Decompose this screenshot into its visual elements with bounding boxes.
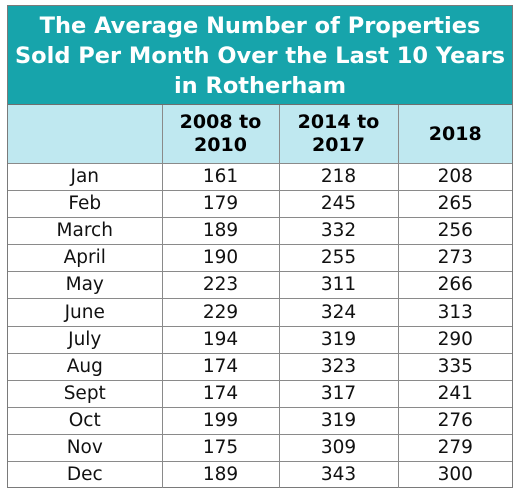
- value-cell: 313: [397, 298, 512, 327]
- value-cell: 223: [161, 271, 280, 300]
- data-table: 2008 to 2010 2014 to 2017 2018 Jan 161 218…: [8, 105, 512, 489]
- value-cell: 265: [397, 190, 512, 219]
- table-row: Nov 175 309 279: [8, 433, 512, 463]
- table-row: July 194 319 290: [8, 325, 512, 354]
- table-body: Jan 161 218 208 Feb 179 245 265 March 189 332 256 Ap…: [8, 162, 512, 489]
- month-cell: Nov: [8, 433, 163, 463]
- value-cell: 194: [161, 325, 280, 354]
- value-cell: 229: [161, 298, 280, 327]
- value-cell: 343: [278, 461, 399, 489]
- value-cell: 189: [161, 461, 280, 489]
- value-cell: 189: [161, 217, 280, 246]
- month-cell: May: [8, 271, 163, 300]
- value-cell: 300: [397, 461, 512, 489]
- value-cell: 179: [161, 190, 280, 219]
- month-cell: July: [8, 325, 163, 354]
- value-cell: 324: [278, 298, 399, 327]
- table-row: Aug 174 323 335: [8, 352, 512, 381]
- month-cell: Sept: [8, 379, 163, 408]
- value-cell: 323: [278, 352, 399, 381]
- value-cell: 319: [278, 406, 399, 435]
- value-cell: 309: [278, 433, 399, 463]
- value-cell: 175: [161, 433, 280, 463]
- value-cell: 241: [397, 379, 512, 408]
- month-cell: Oct: [8, 406, 163, 435]
- table-row: Feb 179 245 265: [8, 190, 512, 219]
- value-cell: 208: [397, 162, 512, 192]
- table-card: The Average Number of Properties Sold Pe…: [7, 5, 513, 489]
- value-cell: 279: [397, 433, 512, 463]
- value-cell: 335: [397, 352, 512, 381]
- value-cell: 290: [397, 325, 512, 354]
- value-cell: 256: [397, 217, 512, 246]
- value-cell: 255: [278, 244, 399, 273]
- month-cell: June: [8, 298, 163, 327]
- value-cell: 319: [278, 325, 399, 354]
- value-cell: 245: [278, 190, 399, 219]
- table-row: March 189 332 256: [8, 217, 512, 246]
- value-cell: 317: [278, 379, 399, 408]
- month-cell: Dec: [8, 461, 163, 489]
- value-cell: 190: [161, 244, 280, 273]
- month-cell: April: [8, 244, 163, 273]
- table-row: June 229 324 313: [8, 298, 512, 327]
- column-header-2008-2010: 2008 to 2010: [161, 105, 280, 164]
- table-row: Sept 174 317 241: [8, 379, 512, 408]
- value-cell: 199: [161, 406, 280, 435]
- value-cell: 218: [278, 162, 399, 192]
- column-header-2018: 2018: [397, 105, 512, 164]
- value-cell: 276: [397, 406, 512, 435]
- table-title: The Average Number of Properties Sold Pe…: [8, 6, 512, 105]
- table-row: Dec 189 343 300: [8, 461, 512, 489]
- column-header-blank: [8, 105, 163, 164]
- month-cell: March: [8, 217, 163, 246]
- month-cell: Aug: [8, 352, 163, 381]
- value-cell: 174: [161, 352, 280, 381]
- value-cell: 161: [161, 162, 280, 192]
- table-row: Oct 199 319 276: [8, 406, 512, 435]
- table-row: April 190 255 273: [8, 244, 512, 273]
- month-cell: Jan: [8, 162, 163, 192]
- value-cell: 311: [278, 271, 399, 300]
- value-cell: 273: [397, 244, 512, 273]
- value-cell: 174: [161, 379, 280, 408]
- month-cell: Feb: [8, 190, 163, 219]
- table-row: May 223 311 266: [8, 271, 512, 300]
- value-cell: 266: [397, 271, 512, 300]
- column-header-2014-2017: 2014 to 2017: [278, 105, 399, 164]
- header-row: 2008 to 2010 2014 to 2017 2018: [8, 105, 512, 164]
- value-cell: 332: [278, 217, 399, 246]
- table-row: Jan 161 218 208: [8, 162, 512, 192]
